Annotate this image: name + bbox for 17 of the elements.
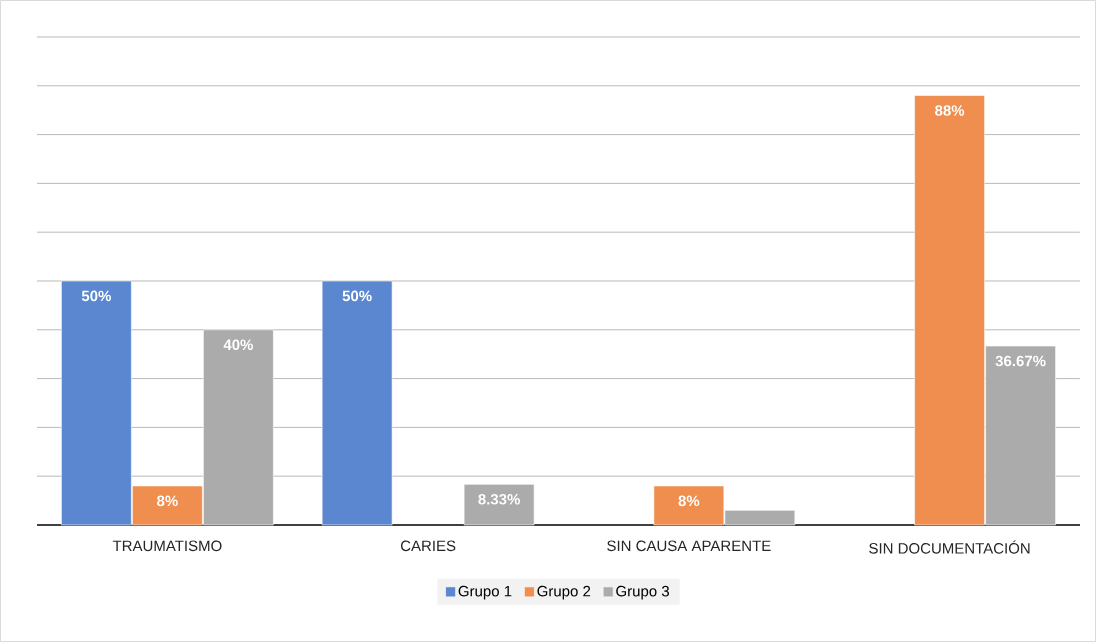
x-tick-label: SIN CAUSA APARENTE bbox=[607, 540, 771, 552]
data-label: 8% bbox=[157, 495, 178, 507]
x-tick-label: TRAUMATISMO bbox=[112, 540, 222, 552]
legend-label: Grupo 3 bbox=[616, 585, 670, 600]
x-tick-label: CARIES bbox=[400, 540, 456, 552]
legend-label: Grupo 2 bbox=[537, 585, 591, 600]
data-label: 50% bbox=[342, 290, 372, 302]
x-tick-label: SIN DOCUMENTACIÓN bbox=[869, 540, 1030, 554]
data-label: 50% bbox=[81, 290, 111, 302]
data-label: 8.33% bbox=[478, 493, 520, 505]
data-label: 40% bbox=[223, 339, 253, 351]
bar bbox=[463, 484, 535, 526]
data-label: 36.67% bbox=[995, 355, 1046, 367]
data-label: 88% bbox=[935, 105, 965, 116]
bar bbox=[321, 280, 393, 526]
legend-label: Grupo 1 bbox=[458, 585, 512, 600]
data-label: 8% bbox=[678, 495, 700, 507]
